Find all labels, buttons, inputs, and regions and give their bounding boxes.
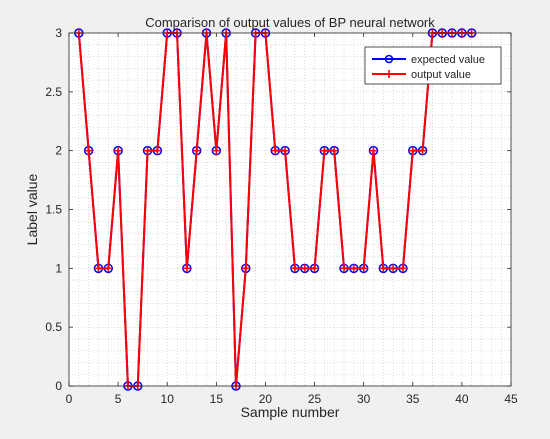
x-tick-label: 30 [357, 392, 371, 406]
y-tick-label: 1 [55, 261, 62, 275]
x-tick-label: 10 [161, 392, 175, 406]
y-tick-label: 0.5 [45, 320, 62, 334]
x-tick-label: 0 [66, 392, 73, 406]
data-point [379, 264, 388, 273]
x-tick-label: 40 [455, 392, 469, 406]
legend-expected-marker [384, 54, 394, 64]
axes-box [68, 32, 512, 387]
data-point [241, 264, 250, 273]
data-point [281, 146, 290, 155]
data-point [300, 264, 309, 273]
data-point [153, 146, 162, 155]
x-tick-label: 20 [259, 392, 273, 406]
data-point [320, 146, 329, 155]
y-tick-label: 3 [55, 26, 62, 40]
x-tick-label: 15 [210, 392, 224, 406]
x-tick-label: 5 [115, 392, 122, 406]
legend: expected value output value [364, 46, 502, 85]
data-point [330, 146, 339, 155]
data-point [408, 146, 417, 155]
data-point [182, 264, 191, 273]
data-point [349, 264, 358, 273]
data-point [389, 264, 398, 273]
y-tick-label: 1.5 [45, 203, 62, 217]
x-tick-label: 45 [504, 392, 518, 406]
x-tick-label: 25 [308, 392, 322, 406]
data-point [104, 264, 113, 273]
y-tick-label: 0 [55, 379, 62, 393]
data-point [359, 264, 368, 273]
data-point [212, 146, 221, 155]
chart-title: Comparison of output values of BP neural… [145, 15, 435, 30]
data-point [114, 146, 123, 155]
data-point [94, 264, 103, 273]
data-point [143, 146, 152, 155]
data-point [310, 264, 319, 273]
data-point [290, 264, 299, 273]
data-point [418, 146, 427, 155]
legend-box [364, 46, 502, 85]
y-axis-label: Label value [24, 173, 40, 245]
data-point [271, 146, 280, 155]
data-point [340, 264, 349, 273]
data-point [192, 146, 201, 155]
x-tick-label: 35 [406, 392, 420, 406]
y-tick-label: 2 [55, 144, 62, 158]
legend-output-label: output value [411, 69, 471, 81]
y-tick-labels: 0 0.5 1 1.5 2 2.5 3 [45, 26, 62, 393]
y-tick-label: 2.5 [45, 85, 62, 99]
x-tick-labels: 0 5 10 15 20 25 30 35 40 45 [66, 392, 518, 406]
x-axis-label: Sample number [241, 404, 340, 420]
legend-expected-label: expected value [411, 54, 485, 66]
minor-grid [69, 33, 511, 386]
data-point [398, 264, 407, 273]
data-point [84, 146, 93, 155]
data-point [369, 146, 378, 155]
